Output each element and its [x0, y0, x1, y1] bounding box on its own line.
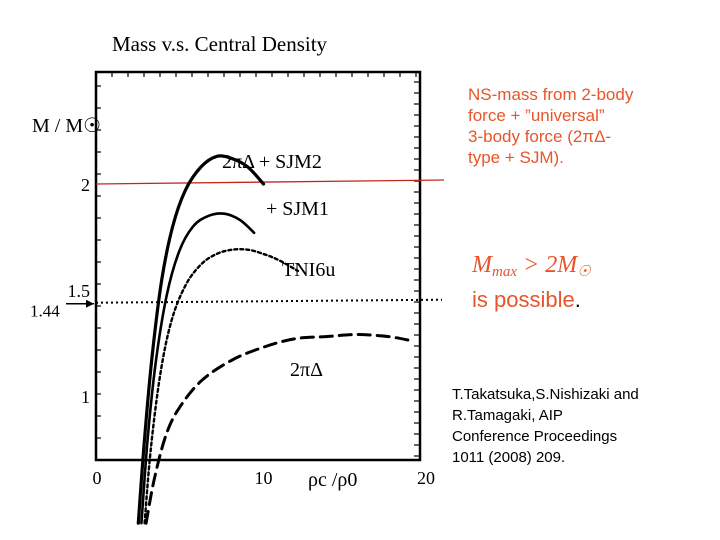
reference-line-144	[95, 298, 443, 304]
note-line: 3-body force (2πΔ-	[468, 127, 612, 146]
series-sjm1-label: + SJM1	[266, 198, 329, 220]
x-tick-label: 10	[255, 468, 273, 488]
citation-line: Conference Proceedings	[452, 428, 618, 445]
series-tni6u-label: TNI6u	[282, 259, 335, 281]
citation-line: T.Takatsuka,S.Nishizaki and	[452, 386, 639, 403]
mmax-claim: Mmax > 2M☉ is possible.	[472, 250, 591, 313]
claim-text: is possible.	[472, 287, 591, 313]
claim-period: .	[574, 287, 581, 312]
y-tick-label: 1.5	[68, 281, 91, 301]
note-line: force + ”universal”	[468, 106, 605, 125]
series-sjm1-line	[140, 212, 256, 525]
claim-phrase: is possible	[472, 287, 575, 312]
y-axis-label: M / M☉	[32, 115, 101, 137]
reference-label-144: 1.44	[30, 302, 60, 321]
x-tick-label: 0	[93, 468, 102, 488]
plot-frame	[94, 70, 422, 462]
citation: T.Takatsuka,S.Nishizaki and R.Tamagaki, …	[452, 384, 712, 468]
citation-line: 1011 (2008) 209.	[452, 449, 566, 466]
x-axis-label: ρc /ρ0	[308, 469, 357, 491]
reference-line-2msun	[95, 179, 445, 185]
series-2pid-label: 2πΔ	[290, 359, 323, 381]
formula-lhs: M	[472, 252, 492, 278]
y-tick-label: 2	[81, 175, 90, 195]
formula-subscript: max	[492, 264, 517, 280]
formula-operator: > 2M	[517, 252, 578, 278]
series-tni6u-line	[143, 247, 300, 525]
sun-symbol-icon: ☉	[577, 264, 591, 280]
x-tick-label: 20	[417, 468, 435, 488]
series-2pid-sjm2-label: 2πΔ + SJM2	[222, 151, 322, 173]
citation-line: R.Tamagaki, AIP	[452, 407, 563, 424]
reference-arrow-head	[86, 299, 94, 308]
ns-mass-note: NS-mass from 2-body force + ”universal” …	[468, 84, 708, 168]
series-2pid-line	[144, 332, 414, 525]
slide-title: Mass v.s. Central Density	[112, 32, 328, 56]
note-line: NS-mass from 2-body	[468, 85, 634, 104]
mmax-formula: Mmax > 2M☉	[472, 250, 591, 287]
note-line: type + SJM).	[468, 148, 564, 167]
y-tick-label: 1	[81, 387, 90, 407]
series-2pid-sjm2-line	[136, 154, 266, 525]
